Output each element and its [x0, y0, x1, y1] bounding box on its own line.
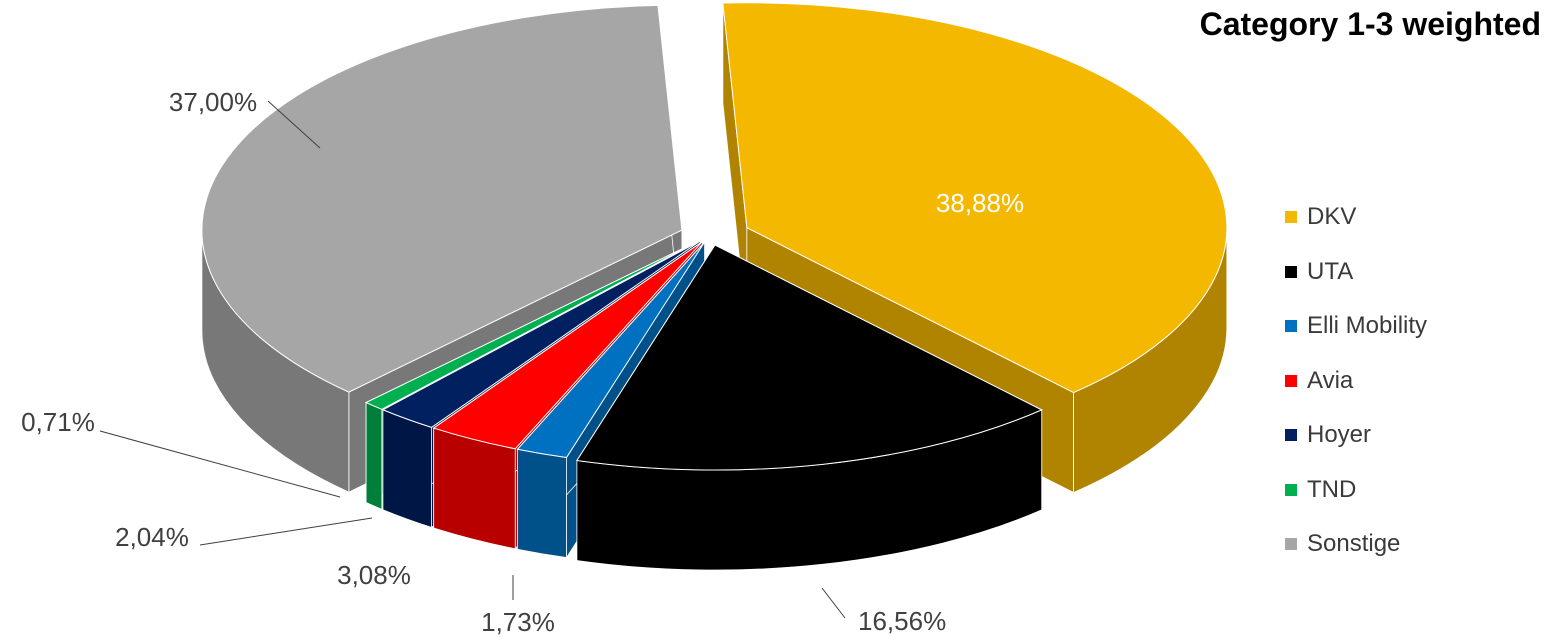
data-label-elli-mobility: 1,73% — [481, 607, 555, 637]
legend-label: TND — [1307, 475, 1357, 503]
legend-label: UTA — [1307, 257, 1354, 285]
data-label-dkv: 38,88% — [936, 188, 1024, 218]
legend-swatch — [1285, 374, 1297, 387]
legend-label: Hoyer — [1307, 421, 1372, 449]
leader-line-hoyer — [199, 517, 373, 546]
pie-slice-dkv — [722, 2, 1228, 394]
legend-swatch — [1285, 265, 1297, 278]
chart-title: Category 1-3 weighted — [1199, 6, 1541, 42]
data-label-sonstige: 37,00% — [169, 87, 257, 117]
legend-item-uta: UTA — [1285, 245, 1427, 300]
pie-slice-tnd — [364, 240, 700, 410]
legend-swatch — [1285, 538, 1297, 551]
legend-item-tnd: TND — [1285, 463, 1427, 518]
legend-item-sonstige: Sonstige — [1285, 517, 1427, 572]
legend-item-dkv: DKV — [1285, 190, 1427, 245]
leader-line-uta — [821, 587, 846, 619]
leader-line-sonstige — [267, 100, 321, 149]
legend-item-hoyer: Hoyer — [1285, 408, 1427, 463]
pie-slice-elli-mobility — [516, 241, 705, 459]
data-label-hoyer: 2,04% — [115, 522, 189, 552]
legend-swatch — [1285, 483, 1297, 496]
legend-label: Sonstige — [1307, 530, 1401, 558]
legend-item-elli-mobility: Elli Mobility — [1285, 299, 1427, 354]
leader-line-tnd — [99, 430, 341, 498]
data-label-uta: 16,56% — [858, 606, 946, 636]
legend-swatch — [1285, 429, 1297, 442]
legend-label: Avia — [1307, 366, 1354, 394]
data-label-avia: 3,08% — [337, 560, 411, 590]
legend-label: Elli Mobility — [1307, 312, 1428, 340]
legend-swatch — [1285, 211, 1297, 224]
pie-slice-uta — [576, 244, 1043, 471]
pie-slice-hoyer — [381, 240, 701, 428]
pie-slice-sonstige — [201, 4, 683, 393]
legend: DKV UTA Elli Mobility Avia Hoyer TND Sonstige — [1285, 190, 1427, 572]
data-label-tnd: 0,71% — [21, 407, 95, 437]
legend-item-avia: Avia — [1285, 354, 1427, 409]
legend-label: DKV — [1307, 203, 1357, 231]
legend-swatch — [1285, 320, 1297, 333]
pie-slice-avia — [432, 241, 703, 450]
